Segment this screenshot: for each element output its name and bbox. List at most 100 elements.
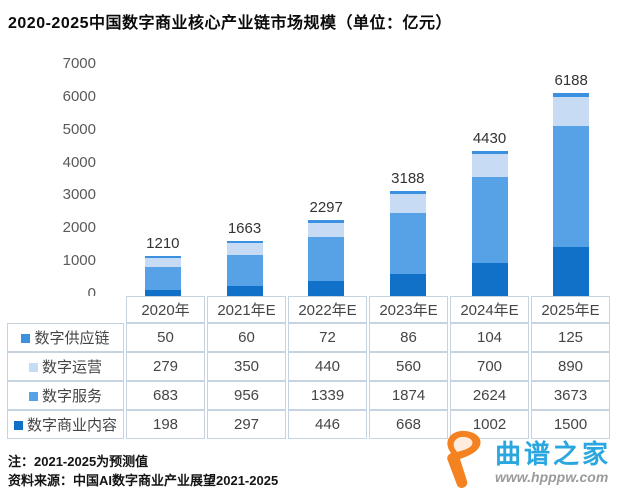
bar-segment — [308, 220, 345, 223]
stacked-bar — [471, 150, 508, 296]
chart-area: 0 1000 2000 3000 4000 5000 6000 7000 1210 1663 22… — [0, 55, 612, 302]
stacked-bar — [308, 220, 345, 296]
table-row: 数字服务 683 956 1339 1874 2624 3673 — [7, 381, 610, 410]
table-header-cell: 2022年E — [288, 296, 367, 323]
series-name: 数字供应链 — [34, 330, 110, 347]
y-tick-label: 1000 — [62, 252, 96, 270]
bar-segment — [471, 263, 508, 296]
value-cell: 1874 — [369, 381, 448, 410]
bar-segment — [471, 153, 508, 177]
bar-column: 3188 — [367, 58, 449, 296]
value-cell: 86 — [369, 323, 448, 352]
value-cell: 668 — [369, 410, 448, 439]
series-label-cell: 数字供应链 — [7, 323, 124, 352]
series-label-cell: 数字服务 — [7, 381, 124, 410]
legend-swatch-icon — [21, 334, 31, 343]
stacked-bar — [553, 92, 590, 296]
stacked-bar — [144, 256, 181, 296]
value-cell: 446 — [288, 410, 367, 439]
bar-column: 1210 — [122, 58, 204, 296]
bar-column: 4430 — [449, 58, 531, 296]
value-cell: 1500 — [531, 410, 610, 439]
bar-segment — [553, 246, 590, 296]
series-label-cell: 数字商业内容 — [7, 410, 124, 439]
page-title: 2020-2025中国数字商业核心产业链市场规模（单位：亿元） — [8, 15, 453, 32]
table-row: 数字商业内容 198 297 446 668 1002 1500 — [7, 410, 610, 439]
legend-swatch-icon — [28, 392, 38, 401]
bar-segment — [308, 237, 345, 282]
bar-column: 6188 — [530, 58, 612, 296]
stacked-bar — [226, 241, 263, 296]
watermark-url: www.hpppw.com — [494, 468, 609, 485]
value-cell: 956 — [207, 381, 286, 410]
bar-segment — [389, 212, 426, 275]
bar-segment — [144, 289, 181, 296]
table-header-cell: 2025年E — [531, 296, 610, 323]
legend-swatch-icon — [13, 421, 23, 430]
value-cell: 2624 — [450, 381, 529, 410]
y-tick-label: 0 — [87, 285, 96, 302]
value-cell: 1339 — [288, 381, 367, 410]
legend-swatch-icon — [28, 363, 38, 372]
bar-total-label: 4430 — [472, 129, 507, 147]
value-cell: 700 — [450, 352, 529, 381]
value-cell: 279 — [126, 352, 205, 381]
value-cell: 683 — [126, 381, 205, 410]
y-tick-label: 2000 — [62, 219, 96, 237]
y-tick-label: 6000 — [62, 87, 96, 105]
y-tick-label: 4000 — [62, 153, 96, 171]
bar-total-label: 6188 — [554, 71, 588, 89]
table-header-cell: 2024年E — [450, 296, 529, 323]
bar-total-label: 1663 — [227, 220, 262, 238]
bar-segment — [144, 256, 181, 258]
watermark-site-name: 曲谱之家 — [494, 438, 611, 469]
y-tick-label: 5000 — [62, 120, 96, 138]
bar-segment — [226, 286, 263, 296]
series-name: 数字商业内容 — [26, 417, 117, 434]
bar-total-label: 3188 — [391, 170, 425, 188]
stacked-bar — [389, 191, 426, 296]
bar-segment — [389, 191, 426, 195]
bar-segment — [308, 281, 345, 296]
series-name: 数字运营 — [41, 359, 102, 376]
bar-segment — [226, 241, 263, 244]
value-cell: 72 — [288, 323, 367, 352]
table-header-cell: 2021年E — [207, 296, 286, 323]
value-cell: 440 — [288, 352, 367, 381]
plot-area: 1210 1663 2297 3188 4430 6188 — [122, 58, 612, 296]
bar-total-label: 1210 — [146, 235, 180, 253]
bar-segment — [553, 92, 590, 97]
bar-segment — [471, 176, 508, 264]
bar-segment — [553, 96, 590, 127]
bar-total-label: 2297 — [309, 199, 343, 217]
y-tick-label: 7000 — [62, 55, 96, 72]
data-table: 2020年 2021年E 2022年E 2023年E 2024年E 2025年E 数字供应… — [5, 296, 612, 439]
bar-segment — [553, 126, 590, 247]
footnote-source: 资料来源：中国AI数字商业产业展望2021-2025 — [8, 473, 279, 488]
data-table-wrap: 2020年 2021年E 2022年E 2023年E 2024年E 2025年E 数字供应… — [5, 296, 612, 439]
bar-segment — [471, 150, 508, 154]
bar-segment — [226, 254, 263, 287]
bar-column: 2297 — [285, 58, 367, 296]
table-corner-cell — [7, 296, 124, 323]
table-header-row: 2020年 2021年E 2022年E 2023年E 2024年E 2025年E — [7, 296, 610, 323]
footnote-forecast: 注：2021-2025为预测值 — [8, 454, 149, 469]
value-cell: 560 — [369, 352, 448, 381]
value-cell: 198 — [126, 410, 205, 439]
series-label-cell: 数字运营 — [7, 352, 124, 381]
footnotes: 注：2021-2025为预测值 资料来源：中国AI数字商业产业展望2021-20… — [8, 452, 278, 490]
table-header-cell: 2023年E — [369, 296, 448, 323]
table-body: 数字供应链 50 60 72 86 104 125 数字运营 279 350 440 560 700 89… — [7, 323, 610, 439]
bar-segment — [144, 257, 181, 268]
value-cell: 104 — [450, 323, 529, 352]
y-tick-label: 3000 — [62, 186, 96, 204]
value-cell: 3673 — [531, 381, 610, 410]
bar-segment — [389, 194, 426, 213]
value-cell: 125 — [531, 323, 610, 352]
value-cell: 350 — [207, 352, 286, 381]
watermark-logo-icon — [441, 429, 487, 496]
bar-column: 1663 — [204, 58, 286, 296]
bar-segment — [226, 243, 263, 255]
value-cell: 50 — [126, 323, 205, 352]
y-axis: 0 1000 2000 3000 4000 5000 6000 7000 — [0, 55, 96, 302]
